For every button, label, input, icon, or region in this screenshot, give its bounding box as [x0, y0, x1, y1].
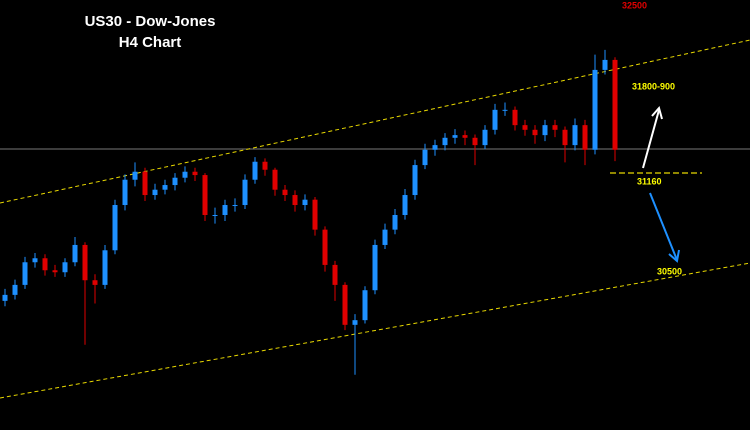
candle-body [522, 125, 528, 130]
candle-body [542, 125, 548, 136]
candle-body [32, 258, 38, 263]
candle-body [242, 179, 248, 206]
candle-body [282, 189, 288, 196]
candle-body [162, 185, 168, 190]
candle-body [262, 161, 268, 170]
candle-body [612, 59, 618, 150]
candle-body [142, 171, 148, 196]
candle-body [492, 109, 498, 130]
candle-body [362, 290, 368, 321]
candle-body [502, 109, 508, 111]
candle-body [132, 171, 138, 180]
candle-body [302, 199, 308, 206]
annotation: 30500 [657, 266, 682, 276]
candle-body [272, 169, 278, 190]
candle-body [512, 109, 518, 126]
chart-subtitle: H4 Chart [119, 34, 182, 51]
candle-body [62, 262, 68, 273]
candle-body [112, 205, 118, 251]
candle-body [82, 244, 88, 281]
annotation: 31800-900 [632, 81, 675, 91]
down-arrow [649, 192, 678, 261]
candle-body [572, 125, 578, 146]
chart-title: US30 - Dow-Jones [85, 13, 216, 30]
candle-body [382, 229, 388, 245]
candle-body [442, 137, 448, 146]
candle-body [452, 135, 458, 138]
up-arrow-head [651, 105, 663, 120]
candle-body [22, 262, 28, 285]
candle-body [402, 195, 408, 215]
candle-body [552, 125, 558, 130]
candle-body [372, 244, 378, 291]
candle-body [102, 250, 108, 285]
candle-body [12, 284, 18, 295]
candle-body [292, 195, 298, 206]
candle-body [432, 145, 438, 150]
candle-body [192, 171, 198, 176]
candle-body [472, 137, 478, 146]
candle-body [462, 135, 468, 138]
candle-body [322, 229, 328, 265]
candle-body [602, 59, 608, 70]
candle-body [172, 177, 178, 186]
candle-body [182, 171, 188, 178]
annotation: 32500 [622, 0, 647, 10]
candle-body [422, 149, 428, 166]
candle-body [592, 69, 598, 150]
candle-body [562, 129, 568, 146]
candle-body [332, 264, 338, 285]
candle-body [352, 320, 358, 325]
candle-body [342, 284, 348, 325]
candle-body [392, 215, 398, 230]
candle-body [532, 129, 538, 136]
candle-body [412, 165, 418, 196]
candle-body [252, 161, 258, 180]
candle-body [92, 280, 98, 285]
candle-body [72, 244, 78, 263]
candle-body [582, 125, 588, 150]
candles [2, 49, 618, 375]
candle-body [122, 179, 128, 206]
candle-body [232, 205, 238, 207]
candle-body [312, 199, 318, 230]
candle-body [212, 215, 218, 216]
up-arrow [642, 109, 660, 169]
candle-body [222, 205, 228, 215]
candle-body [152, 189, 158, 196]
down-arrow-head [668, 249, 680, 263]
candle-body [202, 175, 208, 215]
annotation: 31160 [637, 176, 662, 186]
lower-channel [0, 262, 750, 399]
candle-body [482, 129, 488, 146]
candle-body [42, 258, 48, 271]
candle-body [52, 270, 58, 273]
candle-body [2, 294, 8, 301]
